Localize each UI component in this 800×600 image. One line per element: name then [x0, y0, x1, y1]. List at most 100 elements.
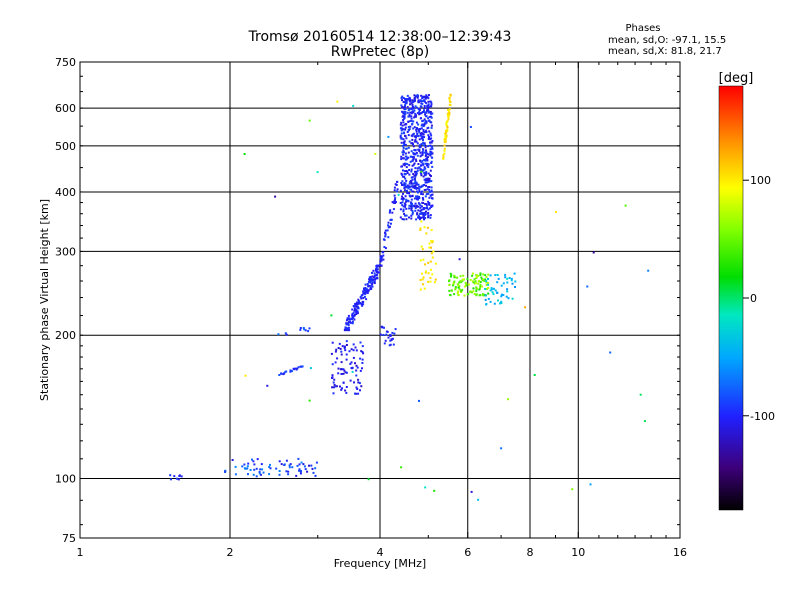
data-point: [421, 197, 424, 199]
data-point: [420, 112, 423, 115]
data-point: [347, 329, 350, 332]
data-point: [422, 202, 425, 204]
x-axis-label: Frequency [MHz]: [334, 557, 426, 570]
colorbar-ticks: 100 0 -100: [743, 174, 775, 423]
data-point: [343, 328, 346, 331]
data-point: [416, 213, 419, 216]
data-point: [445, 129, 448, 132]
data-point: [390, 339, 393, 341]
data-point: [422, 215, 425, 218]
data-point: [414, 167, 417, 170]
data-point: [484, 298, 487, 301]
data-point: [243, 467, 246, 470]
data-point: [406, 131, 409, 133]
data-point: [449, 101, 452, 104]
data-point: [404, 152, 407, 155]
data-point: [351, 318, 353, 321]
data-point: [485, 283, 488, 286]
data-point: [306, 470, 309, 473]
data-point: [423, 99, 426, 102]
data-point: [344, 371, 347, 374]
data-point: [416, 96, 419, 99]
data-point: [423, 171, 426, 174]
data-point: [422, 100, 424, 103]
data-point: [408, 140, 411, 143]
data-point: [360, 297, 363, 300]
data-point: [490, 288, 493, 291]
data-point: [423, 168, 426, 171]
data-point: [376, 268, 379, 271]
data-point: [247, 462, 250, 465]
data-point: [427, 126, 430, 129]
data-point: [411, 211, 414, 214]
data-point: [463, 294, 466, 297]
data-point: [361, 351, 364, 353]
data-point: [351, 317, 354, 319]
data-point: [299, 328, 302, 331]
data-point: [469, 290, 472, 293]
data-point: [406, 163, 409, 166]
data-point: [429, 260, 432, 263]
data-point: [406, 192, 409, 195]
data-point: [425, 204, 428, 207]
data-point: [355, 303, 358, 306]
data-point: [406, 170, 409, 173]
data-point: [457, 286, 460, 289]
data-point: [458, 281, 461, 284]
data-point: [408, 194, 411, 197]
data-point: [481, 285, 484, 288]
data-point: [420, 209, 423, 211]
data-point: [423, 136, 426, 139]
data-point: [491, 291, 494, 294]
data-point: [393, 189, 396, 192]
data-point: [347, 327, 350, 330]
data-point: [353, 309, 356, 312]
data-point: [419, 288, 422, 291]
data-point: [408, 128, 411, 131]
data-point: [420, 185, 423, 188]
data-point: [294, 367, 297, 370]
data-point: [403, 117, 406, 120]
data-point: [477, 498, 480, 501]
data-point: [427, 200, 430, 203]
y-axis-label: Stationary phase Virtual Height [km]: [38, 199, 51, 401]
data-point: [407, 134, 410, 137]
data-point: [338, 342, 341, 345]
data-point: [403, 107, 406, 109]
data-point: [269, 467, 272, 470]
data-point: [424, 122, 427, 125]
data-point: [359, 357, 362, 360]
data-point: [430, 151, 433, 154]
data-point: [443, 149, 446, 152]
data-point: [586, 285, 589, 288]
data-point: [402, 210, 405, 213]
data-point: [405, 218, 408, 221]
data-point: [351, 320, 354, 323]
data-point: [418, 108, 421, 111]
data-point: [342, 381, 345, 384]
data-point: [357, 378, 360, 381]
data-point: [381, 255, 384, 258]
data-point: [411, 159, 414, 162]
data-point: [258, 472, 261, 475]
data-point: [428, 242, 431, 245]
data-point: [414, 135, 417, 138]
data-point: [445, 123, 448, 125]
data-point: [415, 187, 418, 190]
data-point: [506, 281, 509, 284]
data-point: [170, 478, 172, 481]
data-point: [428, 188, 430, 191]
data-point: [411, 194, 414, 197]
data-point: [400, 132, 403, 135]
data-point: [424, 162, 427, 165]
data-point: [420, 169, 423, 172]
data-point: [426, 181, 428, 184]
data-point: [419, 159, 422, 162]
data-point: [415, 129, 418, 131]
data-point: [502, 294, 505, 296]
data-point: [416, 198, 419, 201]
data-point: [396, 188, 399, 191]
data-point: [278, 374, 281, 376]
data-point: [347, 317, 350, 320]
data-point: [428, 196, 431, 199]
